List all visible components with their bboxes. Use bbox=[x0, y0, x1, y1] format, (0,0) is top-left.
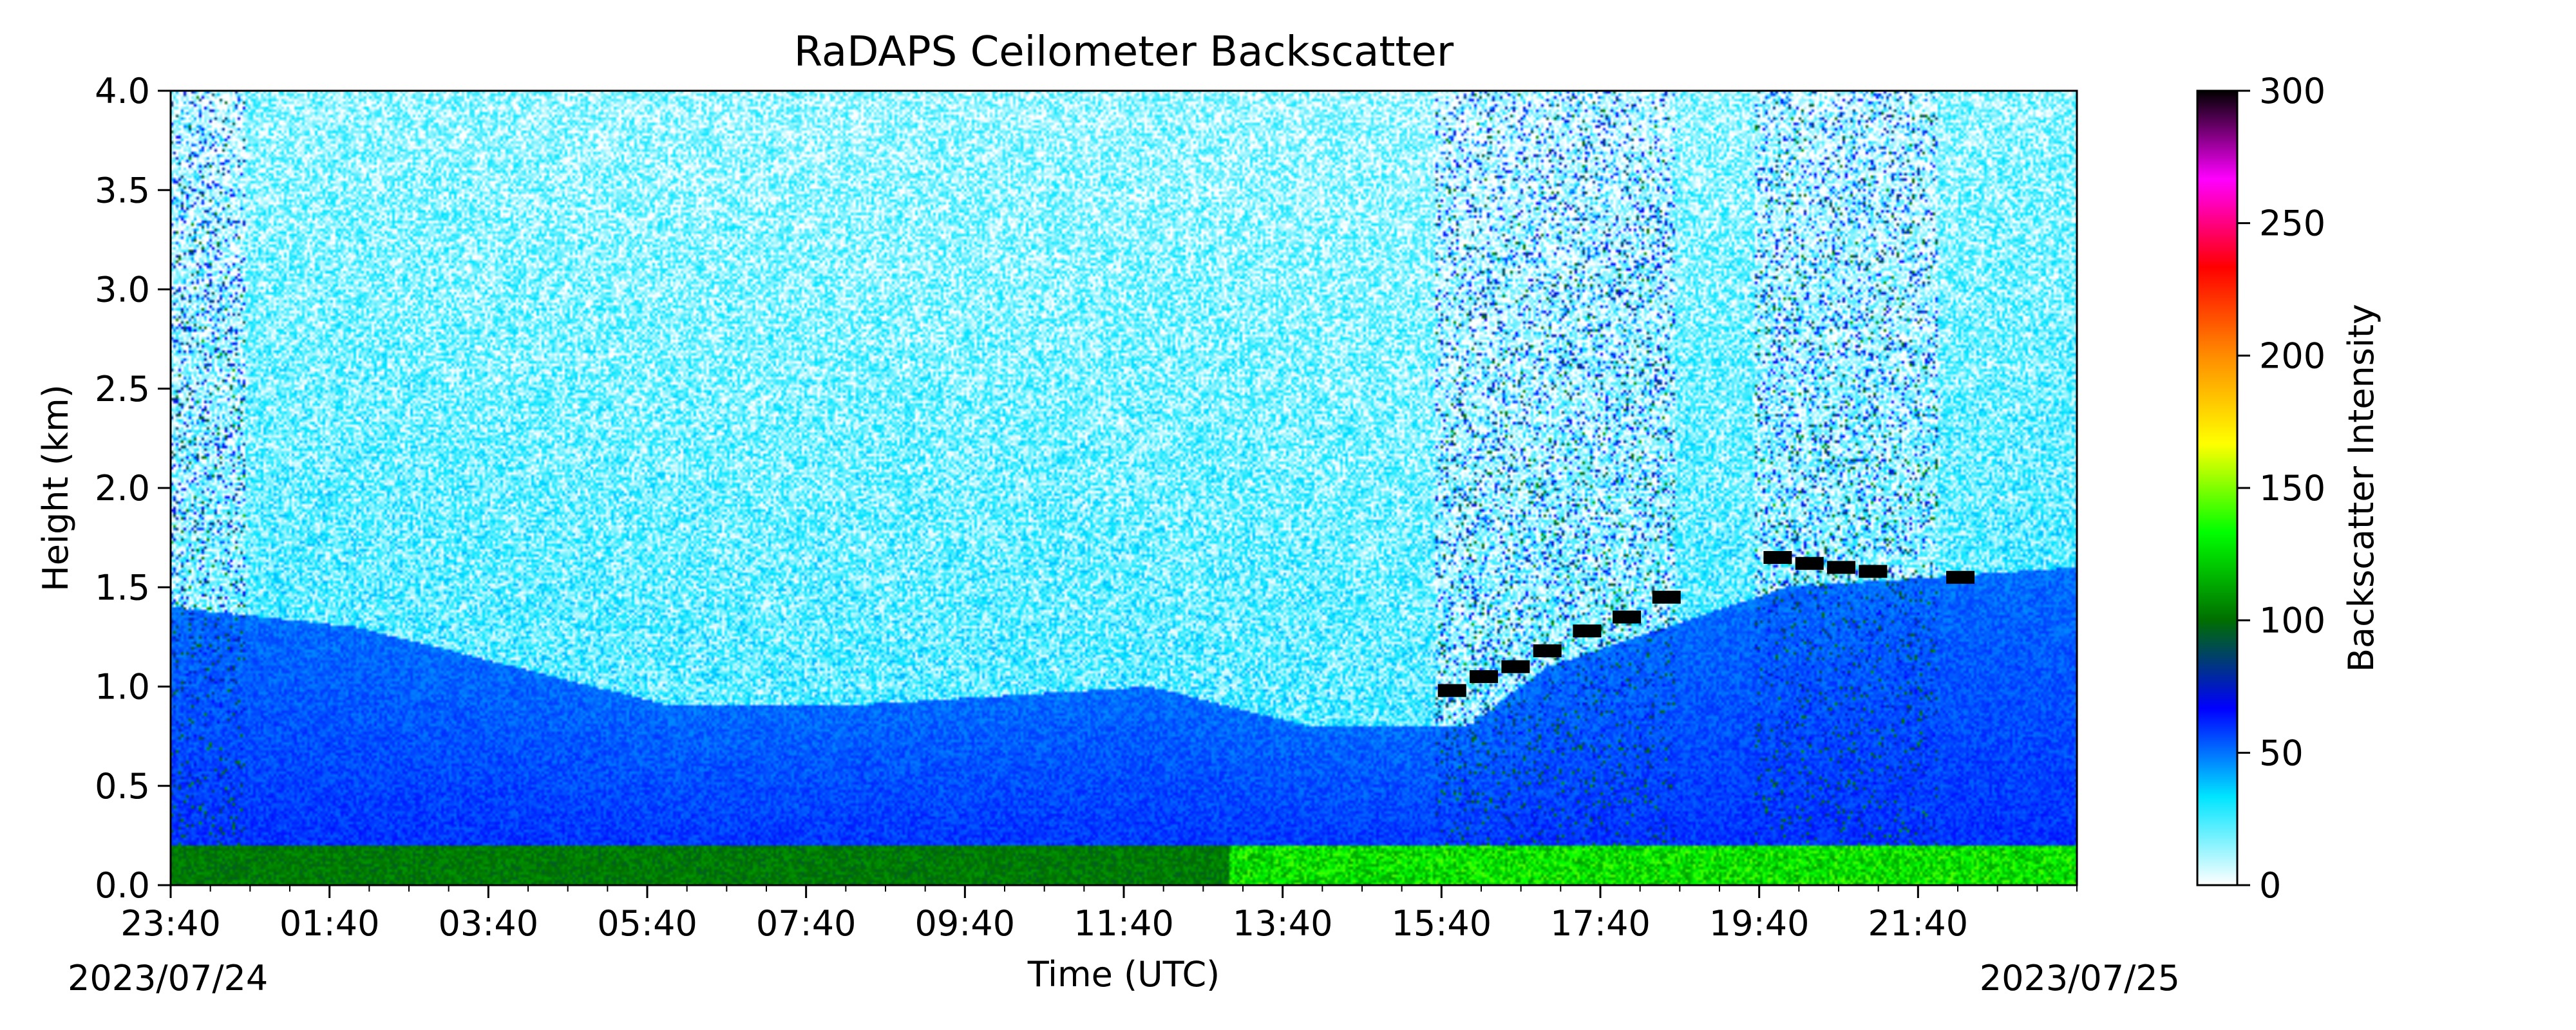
cloud-base-mark bbox=[1827, 561, 1856, 574]
x-tick-label: 21:40 bbox=[1868, 903, 1969, 944]
heatmap-raster bbox=[171, 91, 2077, 885]
chart-title: RaDAPS Ceilometer Backscatter bbox=[794, 28, 1454, 76]
y-tick-label: 2.0 bbox=[95, 468, 150, 509]
plot-frame bbox=[169, 89, 2078, 886]
colorbar-tick-label: 50 bbox=[2259, 733, 2304, 773]
x-tick-label: 09:40 bbox=[915, 903, 1016, 944]
cloud-base-mark bbox=[1763, 550, 1792, 564]
y-tick-label: 0.0 bbox=[95, 865, 150, 906]
cloud-base-mark bbox=[1501, 660, 1530, 673]
x-tick-label: 11:40 bbox=[1074, 903, 1174, 944]
y-axis: 0.0 0.5 1.0 1.5 2.0 2.5 3.0 3.5 4.0 bbox=[95, 71, 171, 906]
colorbar-tick-label: 250 bbox=[2259, 203, 2325, 244]
y-tick-label: 1.5 bbox=[95, 567, 150, 608]
x-axis: 23:40 01:40 03:40 05:40 07:40 09:40 11:40 13:40… bbox=[120, 885, 2078, 944]
cloud-base-mark bbox=[1946, 570, 1975, 584]
y-tick-label: 1.0 bbox=[95, 667, 150, 707]
x-tick-label: 13:40 bbox=[1233, 903, 1333, 944]
cloud-base-mark bbox=[1437, 684, 1466, 697]
colorbar-tick-label: 100 bbox=[2259, 601, 2325, 641]
cloud-base-mark bbox=[1470, 670, 1499, 684]
colorbar-tick-label: 200 bbox=[2259, 335, 2325, 376]
backscatter-heatmap bbox=[171, 91, 2077, 885]
colorbar: 0 50 100 150 200 250 300 Backscatter Intensity bbox=[2196, 71, 2382, 906]
y-axis-label: Height (km) bbox=[35, 384, 76, 592]
y-tick-label: 2.5 bbox=[95, 369, 150, 409]
x-tick-label: 23:40 bbox=[120, 903, 221, 944]
colorbar-tick-label: 300 bbox=[2259, 71, 2325, 111]
y-tick-label: 0.5 bbox=[95, 766, 150, 807]
cloud-base-mark bbox=[1795, 557, 1824, 570]
cloud-base-mark bbox=[1613, 610, 1642, 624]
x-tick-label: 05:40 bbox=[597, 903, 697, 944]
colorbar-ticks: 0 50 100 150 200 250 300 bbox=[2237, 71, 2325, 906]
x-tick-label: 03:40 bbox=[439, 903, 539, 944]
colorbar-label: Backscatter Intensity bbox=[2341, 304, 2382, 672]
y-tick-label: 3.0 bbox=[95, 270, 150, 310]
y-tick-label: 3.5 bbox=[95, 170, 150, 211]
x-axis-label: Time (UTC) bbox=[1027, 954, 1220, 995]
x-tick-label: 15:40 bbox=[1392, 903, 1492, 944]
cloud-base-mark bbox=[1573, 624, 1602, 638]
x-end-date: 2023/07/25 bbox=[1980, 958, 2180, 998]
x-tick-label: 19:40 bbox=[1709, 903, 1810, 944]
colorbar-tick-label: 150 bbox=[2259, 468, 2325, 509]
x-tick-label: 01:40 bbox=[279, 903, 380, 944]
colorbar-gradient bbox=[2196, 89, 2239, 886]
x-tick-label: 17:40 bbox=[1550, 903, 1651, 944]
cloud-base-mark bbox=[1652, 590, 1681, 604]
x-tick-label: 07:40 bbox=[756, 903, 857, 944]
colorbar-tick-label: 0 bbox=[2259, 865, 2281, 906]
y-tick-label: 4.0 bbox=[95, 71, 150, 111]
cloud-base-mark bbox=[1859, 565, 1888, 578]
x-start-date: 2023/07/24 bbox=[68, 958, 268, 998]
cloud-base-mark bbox=[1533, 644, 1562, 657]
